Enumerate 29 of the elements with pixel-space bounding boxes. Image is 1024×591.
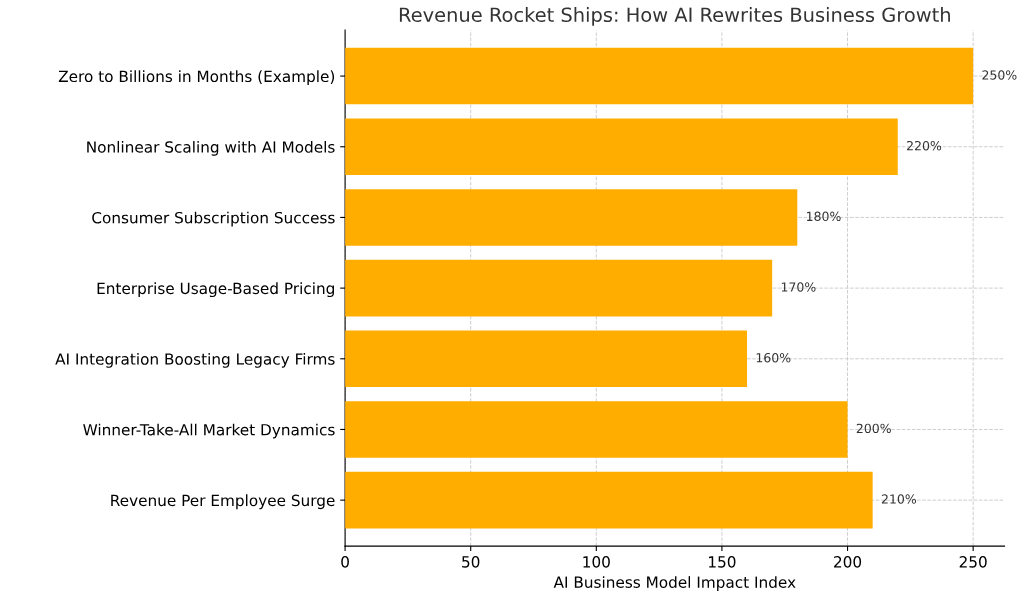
x-tick-label: 150 — [709, 556, 736, 568]
bar — [345, 259, 773, 317]
bar — [345, 471, 873, 529]
bar — [345, 47, 974, 105]
y-tick-label: Nonlinear Scaling with AI Models — [87, 140, 335, 156]
data-label: 170% — [781, 282, 816, 292]
bar — [345, 118, 898, 176]
x-axis-title: AI Business Model Impact Index — [553, 576, 796, 591]
x-tick-label: 100 — [583, 556, 610, 568]
data-label: 180% — [806, 211, 841, 222]
chart-title: Revenue Rocket Ships: How AI Rewrites Business Growth — [399, 7, 950, 26]
data-label: 250% — [982, 70, 1017, 80]
x-tick-label: 200 — [834, 556, 862, 568]
y-tick-label: Consumer Subscription Success — [92, 211, 335, 227]
x-tick-label: 0 — [341, 556, 349, 568]
bar — [345, 401, 848, 458]
y-tick-label: Revenue Per Employee Surge — [111, 494, 335, 510]
x-tick-label: 250 — [959, 556, 987, 568]
y-tick-label: Enterprise Usage-Based Pricing — [97, 282, 334, 298]
x-tick-label: 50 — [462, 556, 480, 568]
y-tick-label: Zero to Billions in Months (Example) — [58, 70, 335, 86]
y-tick-label: AI Integration Boosting Legacy Firms — [55, 352, 335, 368]
data-label: 160% — [756, 352, 791, 363]
data-label: 220% — [907, 140, 942, 151]
bar — [345, 330, 748, 388]
bar — [345, 189, 798, 246]
y-tick-label: Winner-Take-All Market Dynamics — [83, 423, 335, 439]
data-label: 210% — [881, 494, 917, 504]
data-label: 200% — [856, 423, 891, 434]
